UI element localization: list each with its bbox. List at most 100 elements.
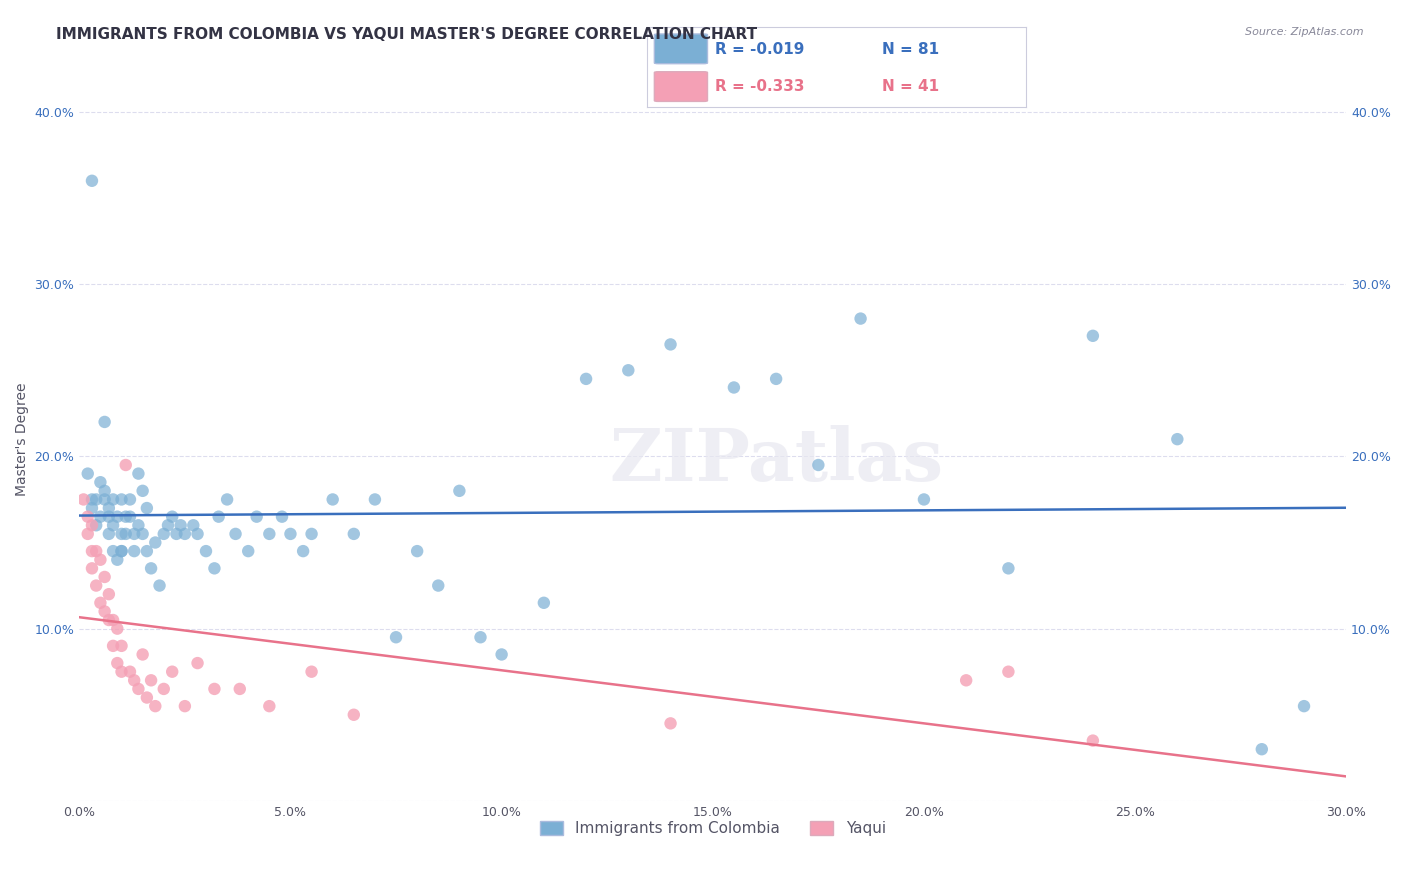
Point [131, 483, 153, 498]
Point [385, 630, 408, 644]
Point [72, 492, 94, 507]
Point [322, 492, 344, 507]
Point [160, 665, 183, 679]
Point [127, 467, 149, 481]
Point [84, 518, 107, 533]
Point [723, 380, 745, 394]
Point [160, 509, 183, 524]
Point [225, 527, 247, 541]
Point [101, 492, 124, 507]
Point [491, 648, 513, 662]
Point [110, 492, 132, 507]
Point [127, 681, 149, 696]
Point [105, 656, 128, 670]
Point [208, 509, 231, 524]
Point [89, 509, 111, 524]
Point [533, 596, 555, 610]
Point [97, 587, 120, 601]
Text: Source: ZipAtlas.com: Source: ZipAtlas.com [1246, 27, 1364, 37]
Point [131, 648, 153, 662]
Point [271, 509, 294, 524]
Point [1081, 733, 1104, 747]
Point [156, 518, 179, 533]
Point [122, 527, 145, 541]
Point [1166, 432, 1188, 446]
Text: N = 41: N = 41 [882, 79, 939, 95]
Point [97, 501, 120, 516]
Point [122, 673, 145, 688]
Legend: Immigrants from Colombia, Yaqui: Immigrants from Colombia, Yaqui [533, 814, 893, 844]
Point [110, 639, 132, 653]
Point [173, 699, 195, 714]
Point [84, 544, 107, 558]
Point [110, 544, 132, 558]
Point [135, 690, 157, 705]
Point [765, 372, 787, 386]
Point [165, 527, 187, 541]
Point [246, 509, 269, 524]
Point [89, 596, 111, 610]
Point [105, 553, 128, 567]
Point [80, 518, 103, 533]
Point [84, 492, 107, 507]
Point [101, 544, 124, 558]
Text: R = -0.333: R = -0.333 [716, 79, 804, 95]
Point [118, 665, 141, 679]
Point [186, 656, 208, 670]
Point [89, 475, 111, 490]
Point [114, 458, 136, 472]
Point [139, 673, 162, 688]
Point [80, 544, 103, 558]
Point [143, 699, 166, 714]
Point [80, 501, 103, 516]
Point [181, 518, 204, 533]
Point [148, 578, 170, 592]
Point [105, 509, 128, 524]
Point [152, 681, 174, 696]
Point [76, 509, 98, 524]
Point [229, 681, 252, 696]
Point [292, 544, 315, 558]
Point [912, 492, 935, 507]
Point [152, 527, 174, 541]
Point [114, 527, 136, 541]
Point [617, 363, 640, 377]
Point [93, 483, 115, 498]
Point [80, 561, 103, 575]
Point [114, 509, 136, 524]
Point [127, 518, 149, 533]
Point [849, 311, 872, 326]
Point [131, 527, 153, 541]
Point [1081, 328, 1104, 343]
Text: N = 81: N = 81 [882, 42, 939, 57]
Point [427, 578, 450, 592]
FancyBboxPatch shape [654, 34, 707, 63]
Point [217, 492, 239, 507]
Point [76, 527, 98, 541]
Point [80, 174, 103, 188]
Point [169, 518, 191, 533]
Point [84, 578, 107, 592]
Point [101, 613, 124, 627]
Point [204, 561, 226, 575]
Point [118, 492, 141, 507]
Point [93, 604, 115, 618]
Point [955, 673, 977, 688]
Point [659, 337, 682, 351]
Point [122, 544, 145, 558]
Point [105, 622, 128, 636]
Text: ZIPatlas: ZIPatlas [609, 425, 943, 496]
Point [195, 544, 218, 558]
Point [93, 415, 115, 429]
Point [89, 553, 111, 567]
Point [80, 492, 103, 507]
Point [97, 613, 120, 627]
Point [101, 639, 124, 653]
Point [139, 561, 162, 575]
Point [110, 665, 132, 679]
Point [97, 527, 120, 541]
Point [449, 483, 471, 498]
Point [186, 527, 208, 541]
Point [238, 544, 260, 558]
Point [135, 501, 157, 516]
